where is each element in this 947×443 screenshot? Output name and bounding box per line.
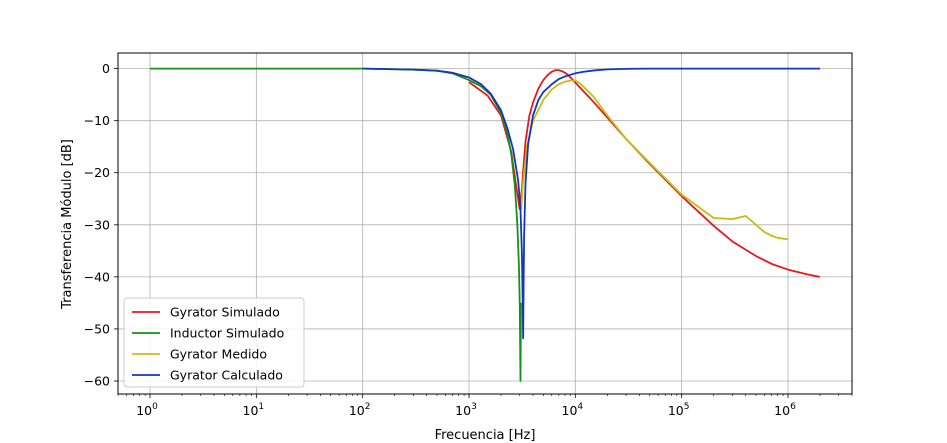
series-line-gyrator-calculado	[362, 67, 820, 340]
legend-label: Gyrator Calculado	[170, 368, 283, 383]
y-tick-label: −40	[84, 269, 110, 284]
series-line-gyrator-medido	[520, 79, 789, 241]
x-tick-label: 103	[455, 402, 477, 418]
x-tick-label: 106	[774, 402, 796, 418]
x-axis-label: Frecuencia [Hz]	[435, 428, 536, 443]
x-tick-label: 105	[668, 402, 690, 418]
legend-label: Inductor Simulado	[170, 326, 284, 341]
plot-frame	[117, 52, 853, 395]
x-tick-label: 102	[349, 402, 371, 418]
x-tick-label: 100	[136, 402, 158, 418]
legend-label: Gyrator Simulado	[170, 305, 280, 320]
legend-label: Gyrator Medido	[170, 347, 267, 362]
x-tick-label: 104	[562, 402, 584, 418]
plot-lines	[150, 67, 821, 382]
y-tick-label: 0	[102, 61, 110, 76]
ticks: 100 101 102 103 104 105 106 0 −10 −20 −30 −40 −50 −60	[84, 61, 853, 418]
y-axis-label: Transferencia Módulo [dB]	[60, 139, 75, 310]
y-tick-label: −60	[84, 373, 110, 388]
legend-box	[123, 297, 305, 388]
y-tick-label: −20	[84, 165, 110, 180]
y-tick-label: −30	[84, 217, 110, 232]
y-tick-label: −50	[84, 321, 110, 336]
y-tick-label: −10	[84, 113, 110, 128]
x-tick-label: 101	[243, 402, 265, 418]
legend: Gyrator Simulado Inductor Simulado Gyrator…	[123, 297, 305, 388]
